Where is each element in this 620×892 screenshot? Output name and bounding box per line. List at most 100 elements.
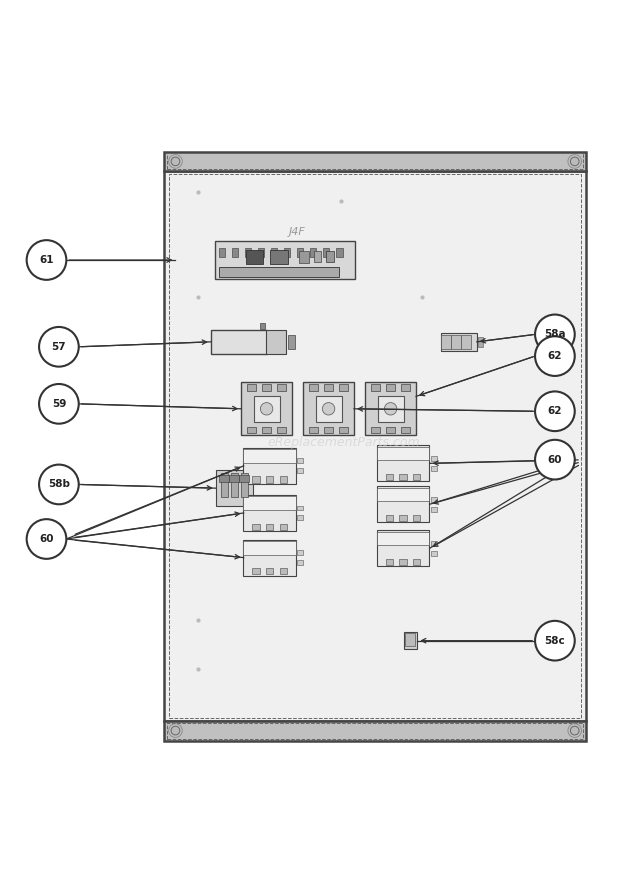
Bar: [324, 427, 333, 434]
Bar: [314, 252, 321, 262]
Bar: [167, 153, 583, 169]
Bar: [365, 383, 416, 435]
Bar: [399, 474, 407, 480]
Bar: [211, 330, 267, 353]
Bar: [377, 531, 429, 566]
Bar: [430, 507, 436, 512]
Bar: [323, 248, 329, 257]
Bar: [297, 550, 303, 555]
Bar: [266, 476, 273, 483]
Bar: [326, 252, 334, 262]
Bar: [324, 384, 333, 391]
Bar: [167, 723, 583, 739]
Circle shape: [570, 157, 579, 166]
Bar: [377, 532, 429, 545]
Bar: [297, 468, 303, 474]
Circle shape: [570, 726, 579, 735]
Bar: [288, 335, 295, 349]
Bar: [377, 447, 429, 460]
Bar: [262, 384, 271, 391]
Bar: [252, 524, 260, 530]
Bar: [413, 515, 420, 521]
Text: 58a: 58a: [544, 329, 565, 339]
Bar: [219, 248, 225, 257]
Bar: [430, 456, 436, 461]
Text: 62: 62: [547, 406, 562, 417]
Bar: [243, 495, 296, 531]
Bar: [232, 248, 238, 257]
Bar: [260, 323, 265, 329]
Bar: [339, 384, 348, 391]
Circle shape: [384, 402, 397, 415]
Bar: [280, 568, 287, 574]
Bar: [229, 475, 239, 482]
Circle shape: [535, 621, 575, 660]
Bar: [430, 466, 436, 471]
Bar: [303, 383, 354, 435]
Text: 58b: 58b: [48, 479, 70, 490]
Bar: [241, 383, 292, 435]
Text: J4F: J4F: [289, 227, 306, 237]
Bar: [219, 268, 340, 277]
Text: 62: 62: [547, 351, 562, 361]
Bar: [378, 396, 404, 422]
Text: 61: 61: [39, 255, 54, 265]
Bar: [399, 515, 407, 521]
Bar: [266, 568, 273, 574]
Circle shape: [27, 519, 66, 559]
Bar: [399, 559, 407, 565]
Bar: [216, 470, 253, 506]
Bar: [243, 449, 296, 463]
Bar: [309, 384, 318, 391]
Bar: [386, 559, 393, 565]
Bar: [241, 474, 248, 497]
Bar: [413, 559, 420, 565]
Bar: [216, 242, 355, 278]
Bar: [310, 248, 316, 257]
Text: 58c: 58c: [544, 636, 565, 646]
Bar: [219, 475, 229, 482]
Circle shape: [535, 315, 575, 354]
Bar: [239, 475, 249, 482]
Bar: [164, 152, 586, 171]
Bar: [297, 516, 303, 520]
Text: 60: 60: [547, 455, 562, 465]
Bar: [243, 540, 296, 575]
Bar: [297, 248, 303, 257]
Bar: [284, 248, 290, 257]
Bar: [297, 560, 303, 565]
Circle shape: [535, 392, 575, 431]
Bar: [441, 333, 477, 351]
Bar: [270, 250, 288, 264]
Bar: [441, 335, 451, 349]
Bar: [254, 396, 280, 422]
Circle shape: [171, 157, 180, 166]
Bar: [478, 337, 483, 347]
Bar: [297, 458, 303, 463]
Bar: [309, 427, 318, 434]
Bar: [339, 427, 348, 434]
Bar: [401, 427, 410, 434]
Bar: [243, 541, 296, 555]
Bar: [413, 474, 420, 480]
Bar: [164, 171, 586, 721]
Bar: [252, 568, 260, 574]
Bar: [246, 250, 263, 264]
Bar: [299, 251, 309, 263]
Bar: [377, 486, 429, 522]
Bar: [386, 515, 393, 521]
Bar: [377, 488, 429, 501]
Bar: [377, 445, 429, 482]
Bar: [336, 248, 342, 257]
Bar: [258, 248, 264, 257]
Bar: [461, 335, 471, 349]
Bar: [371, 427, 380, 434]
Bar: [430, 541, 436, 546]
Text: 59: 59: [51, 399, 66, 409]
Bar: [221, 474, 228, 497]
Circle shape: [322, 402, 335, 415]
Bar: [386, 474, 393, 480]
Text: eReplacementParts.com: eReplacementParts.com: [268, 436, 420, 450]
Bar: [451, 335, 461, 349]
Bar: [297, 506, 303, 510]
